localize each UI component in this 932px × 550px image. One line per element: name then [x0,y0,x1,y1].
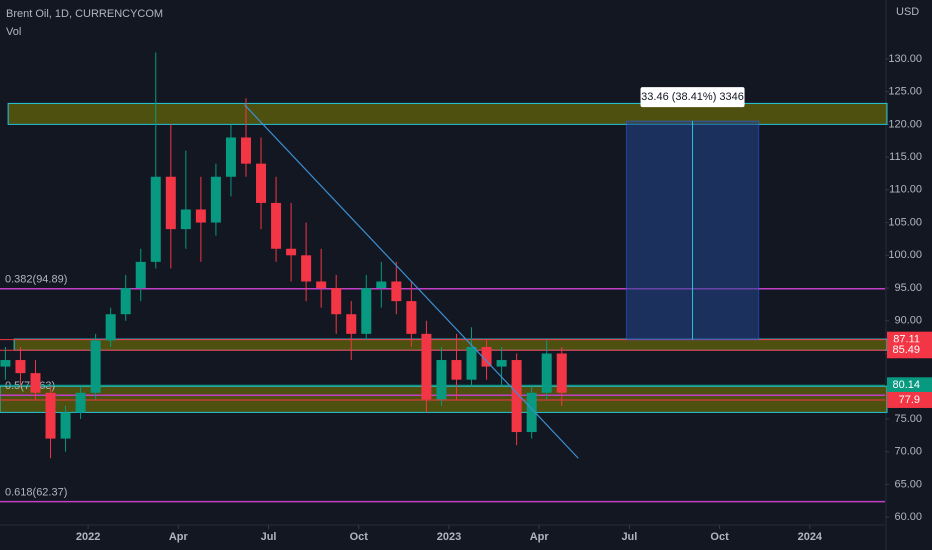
volume-label: Vol [6,26,21,38]
zone [7,102,888,125]
candle-body [286,248,297,256]
candle-body [75,392,86,413]
x-tick-label: Apr [530,531,550,543]
candle-body [466,346,477,380]
candle-body [376,281,387,289]
price-badge [887,377,932,394]
candle-body [60,412,71,439]
candle-body [346,314,357,334]
x-tick-label: Oct [710,531,729,543]
candle-body [45,392,56,439]
x-tick-label: 2022 [76,531,100,543]
y-tick-label: 120.00 [888,118,922,130]
zone [13,338,888,351]
candle-body [210,176,221,223]
candle-body [526,392,537,433]
candle-body [90,340,101,393]
candle-body [436,360,447,400]
y-tick-label: 105.00 [888,216,922,228]
candle-body [271,202,282,249]
x-tick-label: Jul [621,531,637,543]
candle-body [150,176,161,262]
x-tick-label: Jul [261,531,277,543]
candle-body [316,281,327,289]
candle-body [165,176,176,230]
x-tick-label: 2024 [798,531,823,543]
x-tick-label: Apr [169,531,189,543]
candle-body [331,288,342,315]
candle-body [451,360,462,380]
fib-label: 0.382(94.89) [5,274,67,286]
y-tick-label: 125.00 [888,86,922,98]
candle-body [180,209,191,230]
trendline [244,104,579,459]
candle-body [541,353,552,393]
fib-label: 0.5(78.63) [5,380,55,392]
candle-body [120,288,131,315]
price-badge [887,391,932,408]
y-tick-label: 60.00 [894,511,922,523]
candle-body [511,360,522,433]
price-badge-label: 85.49 [892,344,920,356]
candle-body [15,360,26,374]
x-tick-label: Oct [350,531,369,543]
y-tick-label: 130.00 [888,53,922,65]
candle-body [481,346,492,367]
candle-body [30,373,41,393]
candle-body [391,281,402,302]
y-tick-label: 100.00 [888,249,922,261]
y-axis-label: USD [896,6,919,18]
candle-body [105,314,116,341]
fib-label: 0.618(62.37) [5,487,67,499]
y-tick-label: 95.00 [894,282,922,294]
y-tick-label: 70.00 [894,446,922,458]
price-badge-label: 80.14 [892,379,920,391]
candle-body [361,288,372,334]
price-badge [887,342,932,359]
candle-body [496,360,507,367]
x-tick-label: 2023 [437,531,461,543]
position-label-box [640,87,745,108]
candle-body [225,137,236,177]
candle-body [0,360,11,367]
y-tick-label: 115.00 [889,151,922,163]
chart-title: Brent Oil, 1D, CURRENCYCOM [6,8,163,20]
candle-body [195,209,206,223]
candle-body [421,333,432,400]
candle-body [556,353,567,393]
candle-body [240,137,251,164]
y-tick-label: 65.00 [894,478,922,490]
y-tick-label: 110.00 [889,184,922,196]
candle-body [135,261,146,289]
candle-body [406,301,417,334]
candle-body [301,255,312,282]
y-tick-label: 75.00 [894,413,922,425]
price-badge-label: 77.9 [899,394,920,406]
position-label: 33.46 (38.41%) 3346 [641,91,744,103]
y-tick-label: 90.00 [894,315,922,327]
candle-body [256,163,267,203]
